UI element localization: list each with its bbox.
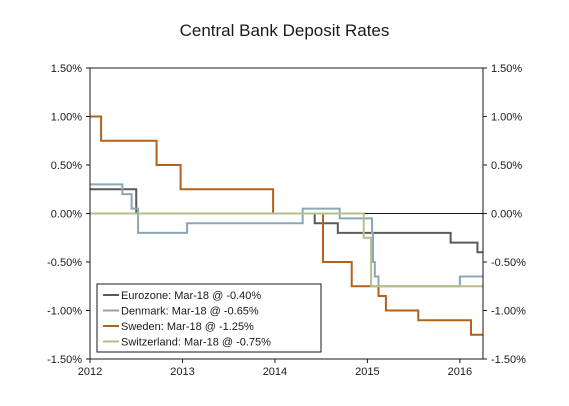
legend-label: Switzerland: Mar-18 @ -0.75% bbox=[121, 337, 271, 349]
y-tick-label-left: 0.50% bbox=[51, 160, 82, 172]
y-tick-label-left: -1.50% bbox=[47, 354, 82, 366]
legend-label: Denmark: Mar-18 @ -0.65% bbox=[121, 306, 259, 318]
y-tick-label-right: 1.00% bbox=[491, 112, 522, 124]
axis-ticks: 1.50% 1.50% 1.00% 1.00% 0.50% 0.50% 0.00% 0.00%… bbox=[47, 63, 526, 378]
legend: Eurozone: Mar-18 @ -0.40% Denmark: Mar-18… bbox=[96, 283, 322, 353]
y-tick-label-left: -0.50% bbox=[47, 257, 82, 269]
x-tick-label: 2012 bbox=[78, 366, 102, 378]
legend-label: Sweden: Mar-18 @ -1.25% bbox=[121, 321, 254, 333]
y-tick-label-right: -1.00% bbox=[491, 306, 526, 318]
x-tick-label: 2015 bbox=[355, 366, 379, 378]
legend-box bbox=[96, 283, 322, 353]
y-tick-label-right: -0.50% bbox=[491, 257, 526, 269]
x-tick-label: 2016 bbox=[448, 366, 472, 378]
chart-title: Central Bank Deposit Rates bbox=[179, 21, 390, 40]
legend-label: Eurozone: Mar-18 @ -0.40% bbox=[121, 290, 261, 302]
y-tick-label-right: 0.50% bbox=[491, 160, 522, 172]
series-line-2 bbox=[90, 183, 483, 288]
y-tick-label-right: 1.50% bbox=[491, 63, 522, 75]
y-tick-label-left: 1.00% bbox=[51, 112, 82, 124]
y-tick-label-left: 1.50% bbox=[51, 63, 82, 75]
y-tick-label-right: 0.00% bbox=[491, 209, 522, 221]
series-line-3 bbox=[90, 115, 483, 336]
series-line-1 bbox=[90, 188, 483, 254]
series-layer bbox=[90, 115, 483, 336]
y-tick-label-right: -1.50% bbox=[491, 354, 526, 366]
x-tick-label: 2013 bbox=[170, 366, 194, 378]
x-tick-label: 2014 bbox=[263, 366, 287, 378]
y-tick-label-left: -1.00% bbox=[47, 306, 82, 318]
series-line-4 bbox=[90, 212, 483, 288]
y-tick-label-left: 0.00% bbox=[51, 209, 82, 221]
